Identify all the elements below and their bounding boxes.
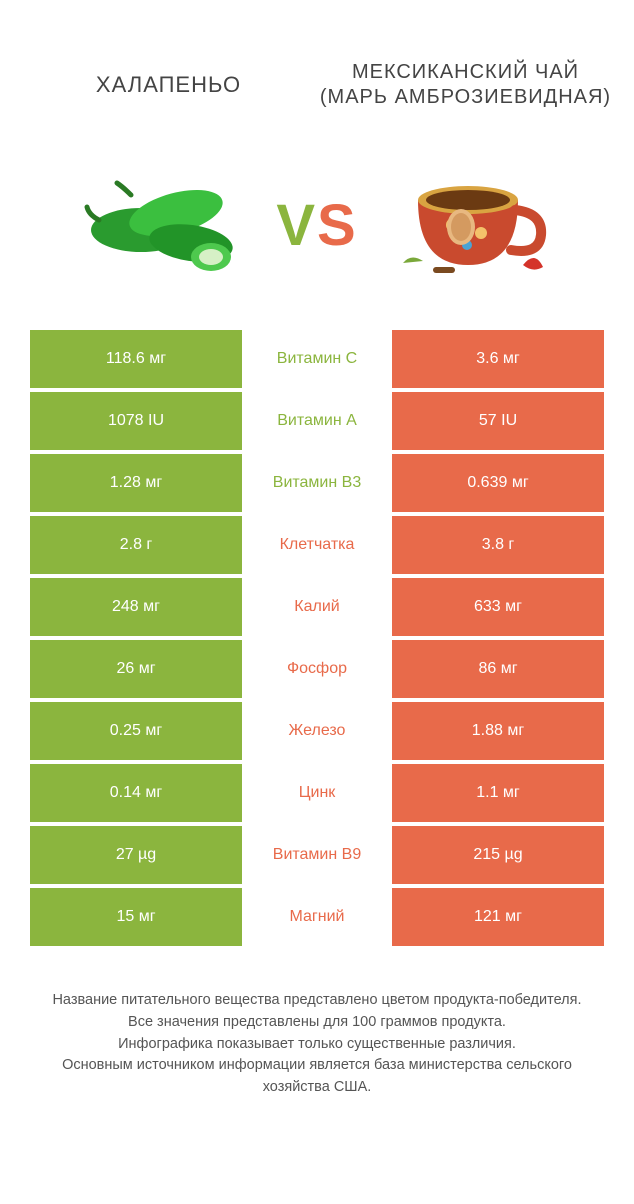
nutrient-label: Витамин B9 [242, 826, 392, 884]
value-right: 86 мг [392, 640, 604, 698]
table-row: 1078 IUВитамин A57 IU [30, 392, 604, 450]
value-right: 121 мг [392, 888, 604, 946]
nutrient-label: Фосфор [242, 640, 392, 698]
value-right: 1.88 мг [392, 702, 604, 760]
value-right: 633 мг [392, 578, 604, 636]
value-left: 15 мг [30, 888, 242, 946]
value-left: 118.6 мг [30, 330, 242, 388]
value-right: 57 IU [392, 392, 604, 450]
vs-s: S [317, 193, 358, 258]
footer-line-2: Все значения представлены для 100 граммо… [40, 1012, 594, 1034]
vs-v: V [276, 193, 317, 258]
footer-line-1: Название питательного вещества представл… [40, 990, 594, 1012]
value-left: 0.25 мг [30, 702, 242, 760]
value-right: 3.6 мг [392, 330, 604, 388]
table-row: 0.14 мгЦинк1.1 мг [30, 764, 604, 822]
value-left: 0.14 мг [30, 764, 242, 822]
table-row: 15 мгМагний121 мг [30, 888, 604, 946]
table-row: 0.25 мгЖелезо1.88 мг [30, 702, 604, 760]
titles-row: ХАЛАПЕНЬО МЕКСИКАНСКИЙ ЧАЙ (МАРЬ АМБРОЗИ… [0, 0, 634, 140]
nutrient-label: Магний [242, 888, 392, 946]
teacup-image [378, 160, 558, 290]
value-left: 27 µg [30, 826, 242, 884]
nutrient-label: Калий [242, 578, 392, 636]
nutrient-label: Витамин B3 [242, 454, 392, 512]
value-right: 1.1 мг [392, 764, 604, 822]
nutrient-label: Клетчатка [242, 516, 392, 574]
value-left: 248 мг [30, 578, 242, 636]
value-left: 26 мг [30, 640, 242, 698]
table-row: 27 µgВитамин B9215 µg [30, 826, 604, 884]
table-row: 248 мгКалий633 мг [30, 578, 604, 636]
nutrient-label: Цинк [242, 764, 392, 822]
value-left: 1078 IU [30, 392, 242, 450]
jalapeno-image [76, 160, 256, 290]
footer-line-3: Инфографика показывает только существенн… [40, 1034, 594, 1056]
footer-line-4: Основным источником информации является … [40, 1055, 594, 1099]
comparison-table: 118.6 мгВитамин C3.6 мг1078 IUВитамин A5… [0, 330, 634, 946]
nutrient-label: Витамин C [242, 330, 392, 388]
table-row: 26 мгФосфор86 мг [30, 640, 604, 698]
title-left: ХАЛАПЕНЬО [20, 72, 317, 98]
nutrient-label: Витамин A [242, 392, 392, 450]
nutrient-label: Железо [242, 702, 392, 760]
table-row: 118.6 мгВитамин C3.6 мг [30, 330, 604, 388]
value-right: 215 µg [392, 826, 604, 884]
table-row: 2.8 гКлетчатка3.8 г [30, 516, 604, 574]
table-row: 1.28 мгВитамин B30.639 мг [30, 454, 604, 512]
value-right: 0.639 мг [392, 454, 604, 512]
value-left: 1.28 мг [30, 454, 242, 512]
jalapeno-icon [81, 165, 251, 285]
teacup-icon [383, 165, 553, 285]
title-right: МЕКСИКАНСКИЙ ЧАЙ (МАРЬ АМБРОЗИЕВИДНАЯ) [317, 60, 614, 110]
images-row: VS [0, 140, 634, 330]
vs-label: VS [276, 192, 357, 259]
value-left: 2.8 г [30, 516, 242, 574]
value-right: 3.8 г [392, 516, 604, 574]
footer-notes: Название питательного вещества представл… [0, 950, 634, 1119]
